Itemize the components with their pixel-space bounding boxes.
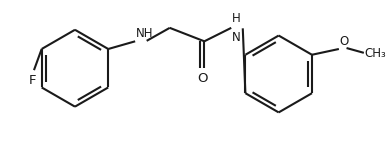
Text: CH₃: CH₃ xyxy=(365,47,387,60)
Text: H: H xyxy=(232,12,241,25)
Text: F: F xyxy=(28,74,36,87)
Text: O: O xyxy=(197,72,208,85)
Text: O: O xyxy=(340,35,349,48)
Text: NH: NH xyxy=(136,27,154,40)
Text: N: N xyxy=(232,31,241,44)
